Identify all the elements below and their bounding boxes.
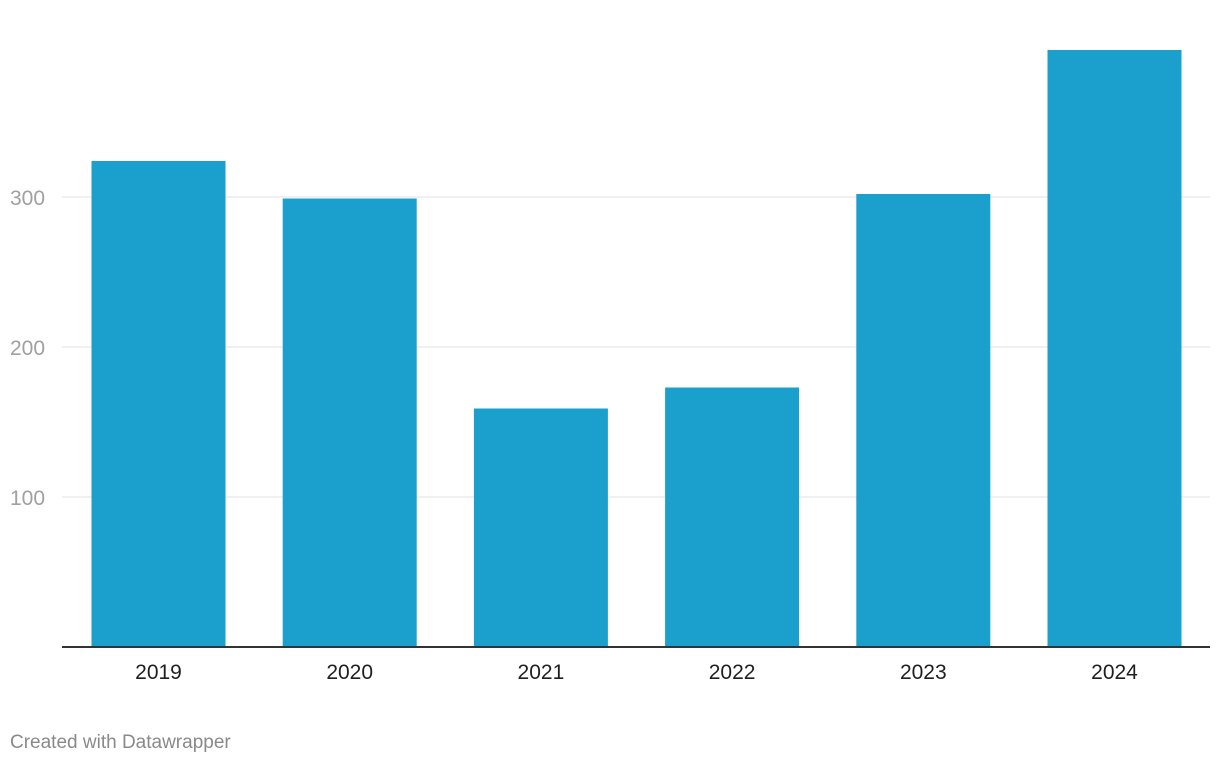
- bar-2021: [473, 408, 608, 647]
- x-tick-label: 2023: [900, 661, 947, 684]
- chart-credit: Created with Datawrapper: [10, 732, 231, 753]
- x-axis-tick-labels: 2019 2020 2021 2022 2023 2024: [135, 661, 1138, 684]
- x-tick-label: 2020: [326, 661, 373, 684]
- x-tick-label: 2021: [518, 661, 565, 684]
- bar-2023: [856, 194, 991, 647]
- bar-2024: [1047, 50, 1182, 647]
- x-tick-label: 2019: [135, 661, 182, 684]
- bars: [91, 50, 1182, 647]
- bar-2019: [91, 161, 226, 647]
- y-tick-label: 200: [10, 337, 45, 360]
- y-tick-label: 300: [10, 187, 45, 210]
- x-tick-label: 2024: [1091, 661, 1138, 684]
- bar-2020: [282, 198, 417, 647]
- x-tick-label: 2022: [709, 661, 756, 684]
- y-tick-label: 100: [10, 487, 45, 510]
- bar-2022: [665, 387, 800, 647]
- gridlines: 100 200 300: [10, 187, 1210, 510]
